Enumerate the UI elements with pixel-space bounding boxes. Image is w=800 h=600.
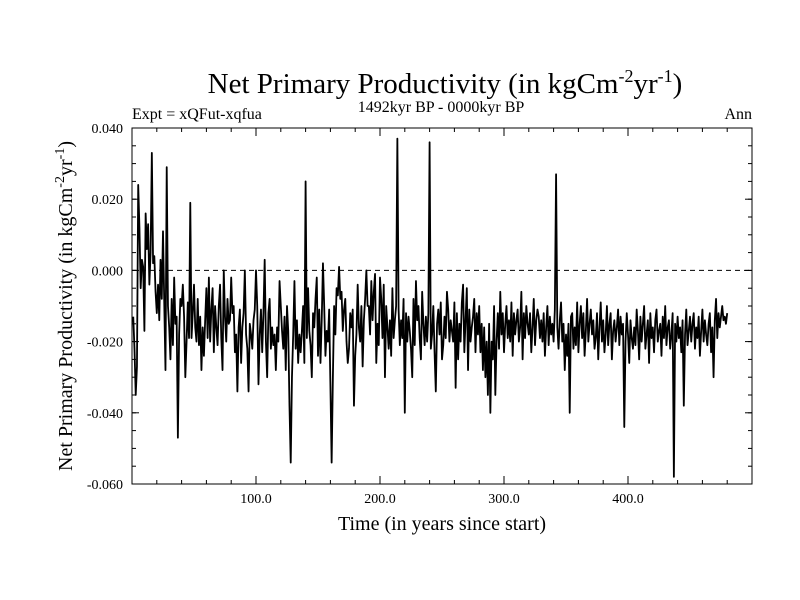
plot-frame <box>131 127 753 485</box>
x-tick-label: 400.0 <box>612 492 644 507</box>
y-tick-label: -0.040 <box>87 407 123 422</box>
y-tick-label: -0.020 <box>87 336 123 351</box>
x-tick-label: 200.0 <box>364 492 396 507</box>
x-axis-ticks: 100.0 200.0 300.0 400.0 <box>156 128 728 507</box>
y-tick-label: -0.060 <box>87 478 123 493</box>
x-tick-label: 300.0 <box>488 492 520 507</box>
chart-title: Net Primary Productivity (in kgCm-2yr-1) <box>208 66 683 100</box>
x-tick-label: 100.0 <box>240 492 272 507</box>
y-tick-label: 0.040 <box>92 122 124 137</box>
y-axis-ticks: -0.060 -0.040 -0.020 0.000 0.020 0.040 <box>87 122 752 493</box>
y-tick-label: 0.000 <box>92 264 124 279</box>
season-label: Ann <box>724 106 752 123</box>
x-axis-label: Time (in years since start) <box>338 513 546 535</box>
chart-subtitle: 1492kyr BP - 0000kyr BP <box>358 99 525 116</box>
y-axis-label: Net Primary Productivity (in kgCm-2yr-1) <box>53 141 77 471</box>
y-tick-label: 0.020 <box>92 193 124 208</box>
experiment-label: Expt = xQFut-xqfua <box>132 106 262 123</box>
npp-series-line <box>132 137 729 478</box>
